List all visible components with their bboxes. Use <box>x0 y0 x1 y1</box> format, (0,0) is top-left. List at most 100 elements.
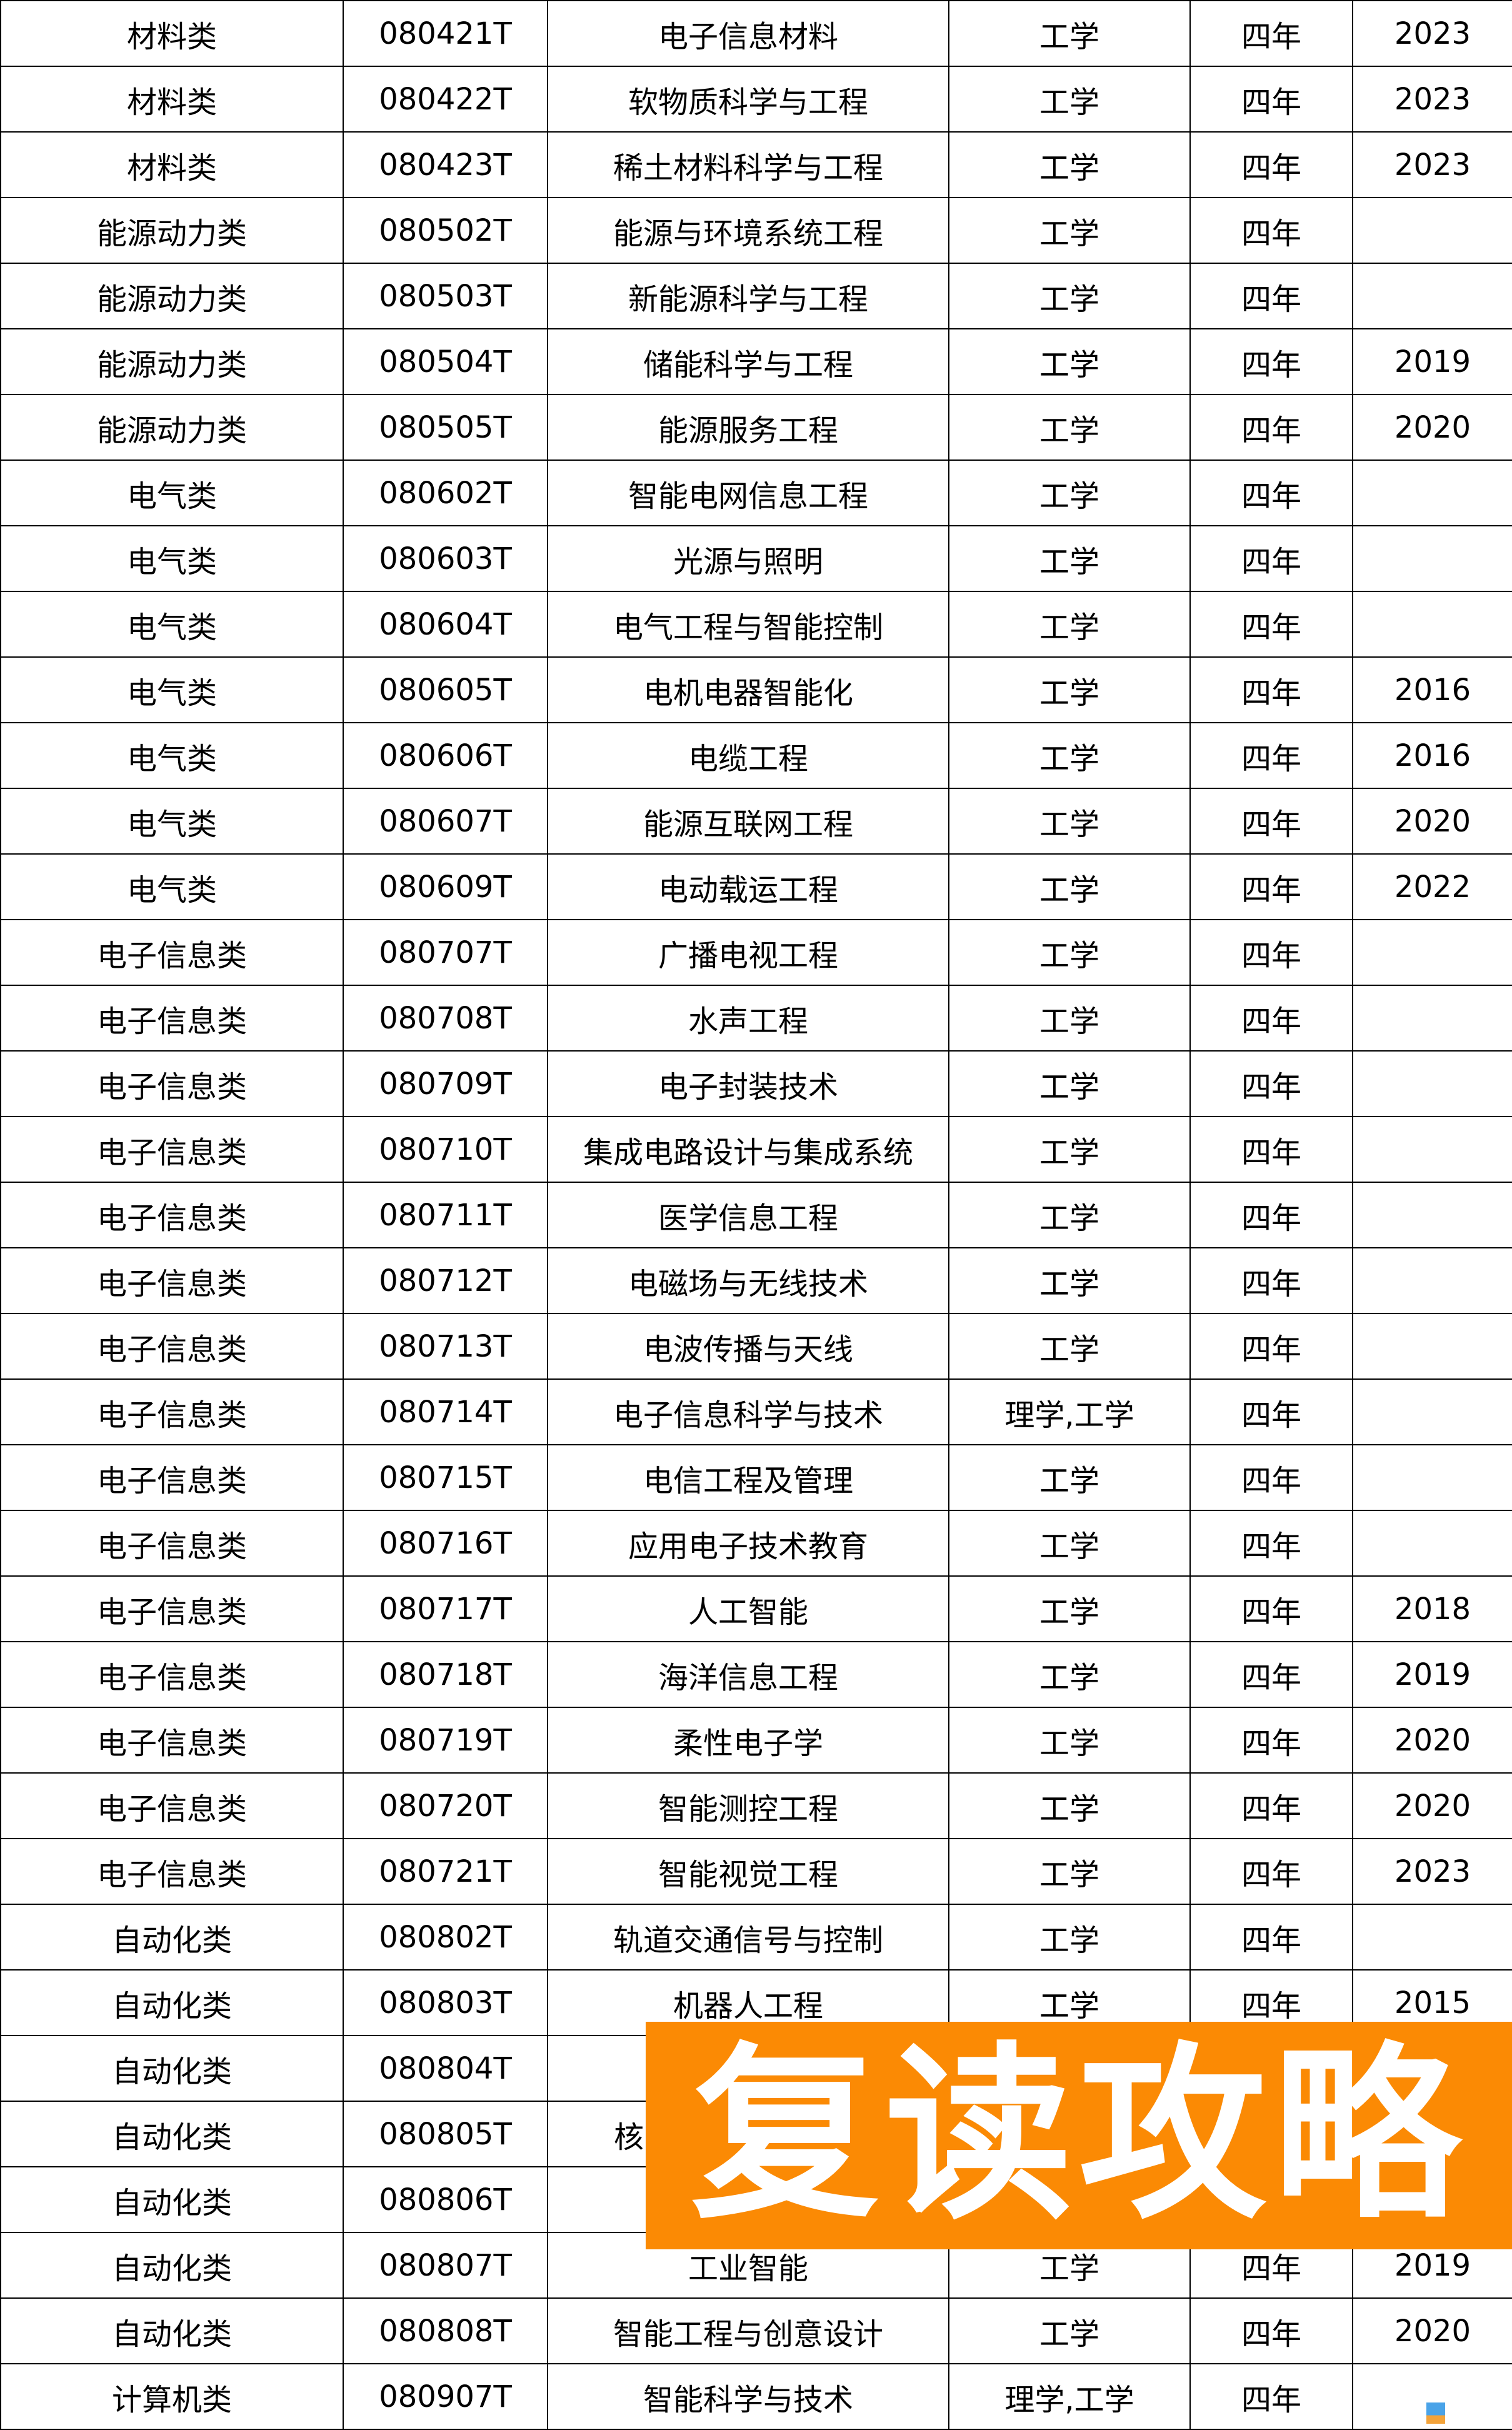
duration-cell: 四年 <box>1189 1772 1353 1839</box>
category-cell: 自动化类 <box>0 2101 344 2167</box>
year-cell: 2020 <box>1352 1707 1512 1774</box>
category-cell: 电子信息类 <box>0 1772 344 1839</box>
major-name-cell: 应用电子技术教育 <box>547 1510 949 1577</box>
major-name-cell: 能源服务工程 <box>547 394 949 461</box>
major-name-cell: 电波传播与天线 <box>547 1313 949 1380</box>
year-cell: 2023 <box>1352 66 1512 133</box>
category-cell: 电子信息类 <box>0 1378 344 1445</box>
code-cell: 080711T <box>343 1182 548 1248</box>
category-cell: 电气类 <box>0 853 344 920</box>
code-cell: 080707T <box>343 919 548 986</box>
degree-cell: 工学 <box>948 853 1191 920</box>
table-row: 电子信息类 080712T 电磁场与无线技术 工学 四年 <box>0 1247 1512 1314</box>
major-name-cell: 轨道交通信号与控制 <box>547 1904 949 1971</box>
degree-cell: 工学 <box>948 1116 1191 1183</box>
duration-cell: 四年 <box>1189 1904 1353 1971</box>
duration-cell: 四年 <box>1189 525 1353 592</box>
category-cell: 电子信息类 <box>0 1116 344 1183</box>
duration-cell: 四年 <box>1189 131 1353 198</box>
degree-cell: 工学 <box>948 591 1191 658</box>
degree-cell: 工学 <box>948 525 1191 592</box>
major-name-cell: 电缆工程 <box>547 722 949 789</box>
degree-cell: 工学 <box>948 1313 1191 1380</box>
code-cell: 080603T <box>343 525 548 592</box>
year-cell <box>1352 1313 1512 1380</box>
code-cell: 080719T <box>343 1707 548 1774</box>
table-row: 电子信息类 080719T 柔性电子学 工学 四年 2020 <box>0 1707 1512 1774</box>
duration-cell: 四年 <box>1189 656 1353 723</box>
duration-cell: 四年 <box>1189 1116 1353 1183</box>
code-cell: 080505T <box>343 394 548 461</box>
duration-cell: 四年 <box>1189 1707 1353 1774</box>
code-cell: 080718T <box>343 1641 548 1708</box>
code-cell: 080503T <box>343 263 548 329</box>
table-row: 电子信息类 080715T 电信工程及管理 工学 四年 <box>0 1444 1512 1511</box>
code-cell: 080803T <box>343 1969 548 2036</box>
duration-cell: 四年 <box>1189 853 1353 920</box>
year-cell: 2020 <box>1352 394 1512 461</box>
major-name-cell: 海洋信息工程 <box>547 1641 949 1708</box>
table-row: 电子信息类 080720T 智能测控工程 工学 四年 2020 <box>0 1772 1512 1839</box>
degree-cell: 理学,工学 <box>948 1378 1191 1445</box>
major-name-cell: 稀土材料科学与工程 <box>547 131 949 198</box>
degree-cell: 工学 <box>948 1904 1191 1971</box>
duration-cell: 四年 <box>1189 1838 1353 1905</box>
code-cell: 080607T <box>343 788 548 855</box>
code-cell: 080602T <box>343 459 548 526</box>
category-cell: 电气类 <box>0 788 344 855</box>
major-name-cell: 电动载运工程 <box>547 853 949 920</box>
table-row: 电气类 080604T 电气工程与智能控制 工学 四年 <box>0 591 1512 658</box>
degree-cell: 工学 <box>948 2297 1191 2364</box>
code-cell: 080422T <box>343 66 548 133</box>
code-cell: 080714T <box>343 1378 548 1445</box>
duration-cell: 四年 <box>1189 1641 1353 1708</box>
code-cell: 080604T <box>343 591 548 658</box>
degree-cell: 工学 <box>948 66 1191 133</box>
duration-cell: 四年 <box>1189 2297 1353 2364</box>
major-name-cell: 电机电器智能化 <box>547 656 949 723</box>
degree-cell: 工学 <box>948 328 1191 395</box>
year-cell <box>1352 919 1512 986</box>
year-cell <box>1352 197 1512 264</box>
category-cell: 电气类 <box>0 525 344 592</box>
major-name-cell: 电气工程与智能控制 <box>547 591 949 658</box>
year-cell: 2020 <box>1352 1772 1512 1839</box>
degree-cell: 工学 <box>948 459 1191 526</box>
category-cell: 电子信息类 <box>0 1247 344 1314</box>
major-name-cell: 电子封装技术 <box>547 1050 949 1117</box>
table-row: 电气类 080603T 光源与照明 工学 四年 <box>0 525 1512 592</box>
major-name-cell: 集成电路设计与集成系统 <box>547 1116 949 1183</box>
year-cell <box>1352 263 1512 329</box>
table-row: 电子信息类 080711T 医学信息工程 工学 四年 <box>0 1182 1512 1248</box>
degree-cell: 工学 <box>948 394 1191 461</box>
category-cell: 自动化类 <box>0 1904 344 1971</box>
code-cell: 080721T <box>343 1838 548 1905</box>
major-name-cell: 人工智能 <box>547 1575 949 1642</box>
degree-cell: 工学 <box>948 985 1191 1052</box>
category-cell: 材料类 <box>0 0 344 67</box>
year-cell <box>1352 1050 1512 1117</box>
category-cell: 电子信息类 <box>0 1444 344 1511</box>
table-row: 电气类 080607T 能源互联网工程 工学 四年 2020 <box>0 788 1512 855</box>
code-cell: 080715T <box>343 1444 548 1511</box>
year-cell: 2018 <box>1352 1575 1512 1642</box>
category-cell: 计算机类 <box>0 2363 344 2430</box>
table-row: 电子信息类 080713T 电波传播与天线 工学 四年 <box>0 1313 1512 1380</box>
year-cell <box>1352 1247 1512 1314</box>
category-cell: 电子信息类 <box>0 1575 344 1642</box>
duration-cell: 四年 <box>1189 985 1353 1052</box>
major-name-cell: 电信工程及管理 <box>547 1444 949 1511</box>
year-cell <box>1352 1378 1512 1445</box>
category-cell: 材料类 <box>0 131 344 198</box>
year-cell: 2023 <box>1352 1838 1512 1905</box>
duration-cell: 四年 <box>1189 591 1353 658</box>
duration-cell: 四年 <box>1189 788 1353 855</box>
duration-cell: 四年 <box>1189 328 1353 395</box>
category-cell: 能源动力类 <box>0 328 344 395</box>
duration-cell: 四年 <box>1189 1050 1353 1117</box>
watermark-banner: 复读攻略 <box>646 2022 1512 2249</box>
duration-cell: 四年 <box>1189 1313 1353 1380</box>
duration-cell: 四年 <box>1189 394 1353 461</box>
table-row: 能源动力类 080504T 储能科学与工程 工学 四年 2019 <box>0 328 1512 395</box>
major-name-cell: 广播电视工程 <box>547 919 949 986</box>
